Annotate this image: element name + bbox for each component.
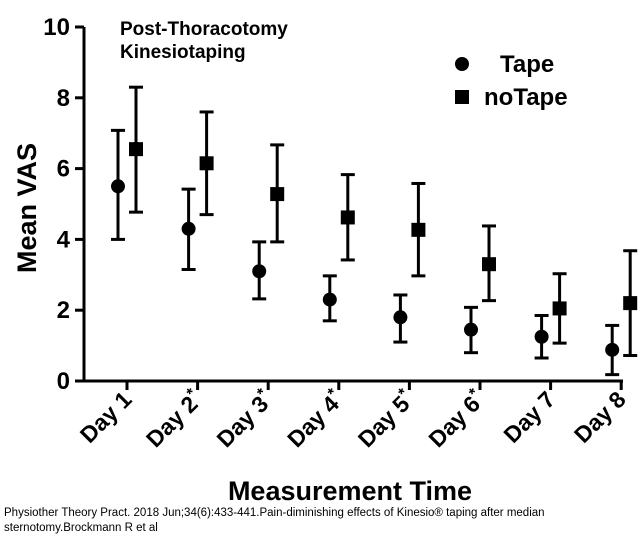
x-tick-label: Day 3* [211, 385, 278, 452]
data-point-notape [623, 296, 638, 311]
data-point-tape [464, 322, 478, 337]
x-axis-ticks: Day 1 Day 2* Day 3* Day 4* Day 5* Day 6* Day 7… [75, 381, 631, 452]
data-point-notape [199, 156, 214, 171]
data-point-tape [322, 292, 337, 307]
citation-caption: Physiother Theory Pract. 2018 Jun;34(6):… [4, 507, 545, 534]
data-point-notape [129, 142, 143, 157]
x-tick-label: Day 8 [569, 386, 631, 448]
data-series [111, 85, 638, 377]
y-tick-label: 6 [57, 156, 70, 183]
data-point-notape [340, 210, 355, 225]
data-point-tape [252, 264, 267, 279]
y-tick-label: 0 [57, 368, 70, 395]
x-tick-label: Day 1 [75, 386, 137, 448]
data-point-tape [181, 221, 196, 236]
axes [82, 27, 623, 383]
x-axis-label: Measurement Time [228, 476, 472, 505]
series-tape [111, 128, 620, 377]
data-point-notape [552, 301, 567, 316]
y-tick-label: 8 [57, 85, 70, 112]
data-point-notape [270, 187, 285, 202]
data-point-notape [411, 222, 426, 237]
x-tick-label: Day 2* [140, 385, 207, 452]
x-tick-label: Day 5* [352, 385, 419, 452]
legend: Tape noTape [455, 51, 568, 111]
chart-title-line: Kinesiotaping [120, 42, 246, 63]
data-point-notape [482, 257, 496, 272]
x-tick-label: Day 6* [423, 385, 490, 452]
data-point-tape [605, 342, 620, 357]
y-tick-label: 10 [43, 14, 70, 41]
legend-label: noTape [484, 84, 568, 111]
y-tick-label: 4 [57, 226, 71, 253]
data-point-tape [111, 179, 125, 194]
legend-marker-notape [455, 90, 469, 104]
x-tick-label: Day 4* [281, 385, 348, 452]
y-axis-ticks: 0 2 4 6 8 10 [43, 14, 84, 395]
legend-label: Tape [500, 51, 554, 78]
y-axis-label: Mean VAS [12, 143, 42, 273]
data-point-tape [393, 310, 408, 325]
y-tick-label: 2 [57, 297, 70, 324]
x-tick-label: Day 7 [498, 386, 560, 448]
legend-marker-tape [455, 57, 469, 71]
chart-title-line: Post-Thoracotomy [120, 19, 288, 40]
series-notape [129, 85, 638, 358]
data-point-tape [534, 329, 549, 344]
